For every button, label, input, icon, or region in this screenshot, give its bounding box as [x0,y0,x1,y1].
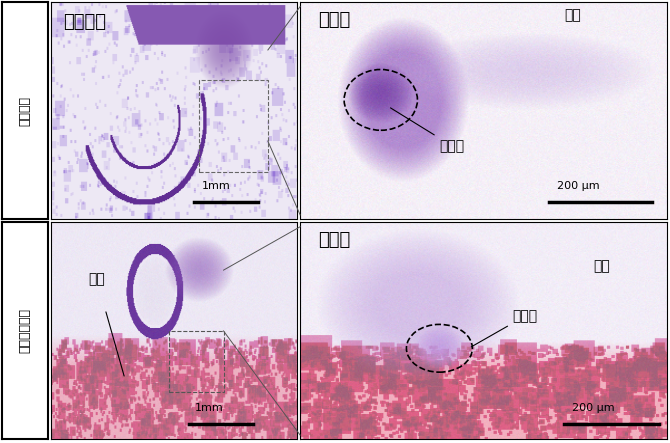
Bar [199,80,268,171]
Text: 200 μm: 200 μm [572,403,614,413]
Text: 1mm: 1mm [202,181,230,191]
Text: ヌタウナギ胚: ヌタウナギ胚 [19,308,31,354]
Text: 拡大図: 拡大図 [318,11,350,29]
Text: トラザメ: トラザメ [63,13,107,31]
Text: 咽頭: 咽頭 [564,8,581,23]
Text: 拡大図: 拡大図 [318,231,350,249]
Bar [170,331,224,392]
Text: 咽頭: 咽頭 [594,259,610,273]
Text: 200 μm: 200 μm [557,181,600,191]
Text: 甲状腺: 甲状腺 [471,309,538,347]
Text: 卵黄: 卵黄 [88,272,105,286]
Text: 甲状腺: 甲状腺 [391,108,464,153]
Text: 1mm: 1mm [194,403,223,413]
Text: 顎口類胚: 顎口類胚 [19,96,31,126]
